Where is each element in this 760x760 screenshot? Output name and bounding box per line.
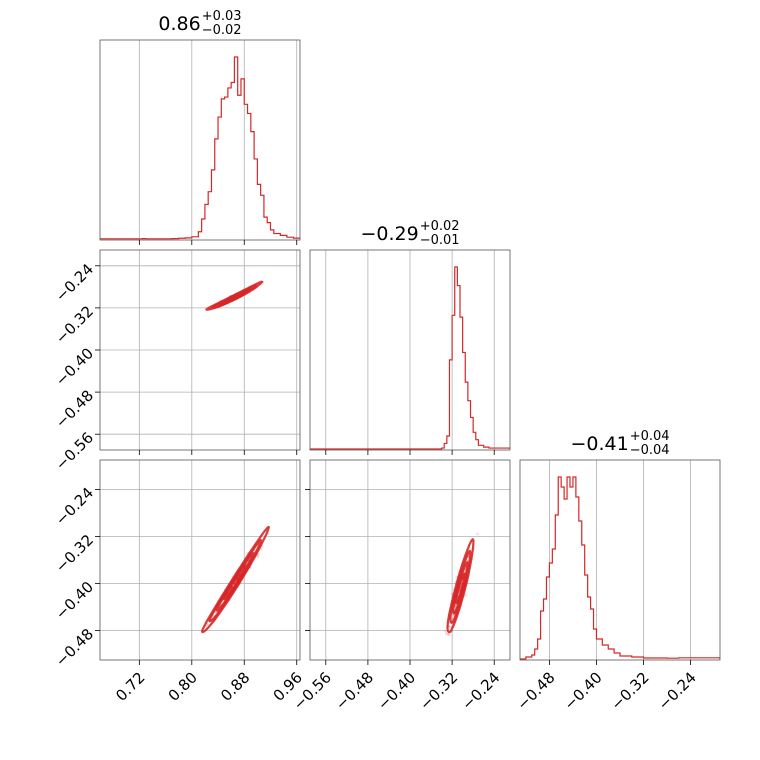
histogram-param-2 (520, 476, 720, 660)
title-minus-error: −0.02 (202, 23, 242, 38)
axes-frame (99, 459, 301, 661)
axes-frame (99, 39, 301, 241)
y-tick-label: −0.48 (52, 386, 97, 431)
scatter-point (256, 555, 260, 559)
y-tick-label: −0.40 (52, 344, 97, 389)
scatter-point (447, 632, 450, 636)
contour-level-4 (446, 537, 475, 634)
histogram-param-0 (100, 56, 300, 240)
x-tick-label: 0.80 (165, 668, 201, 704)
scatter-point (448, 626, 452, 629)
contour-level-1 (454, 572, 466, 605)
y-tick-label: −0.32 (52, 531, 97, 576)
title-plus-error: +0.03 (202, 9, 242, 24)
x-tick-label: −0.32 (607, 668, 652, 713)
title-minus-error: −0.01 (420, 233, 460, 248)
scatter-point (206, 622, 209, 626)
scatter-point (447, 633, 450, 637)
param-title-2: −0.41 +0.04−0.04 (570, 429, 669, 458)
scatter-point (205, 625, 208, 628)
contour-level-4 (200, 525, 271, 634)
x-tick-label: −0.48 (513, 668, 558, 713)
x-tick-label: 0.72 (112, 668, 148, 704)
y-tick-label: −0.40 (52, 578, 97, 623)
y-tick-label: −0.24 (52, 260, 97, 305)
contour-level-2 (452, 561, 469, 615)
title-value: −0.29 (360, 223, 418, 245)
x-tick-label: 0.88 (217, 668, 253, 704)
axes-frame (519, 459, 721, 661)
title-value: −0.41 (570, 433, 628, 455)
scatter-1-2 (444, 532, 479, 637)
scatter-point (476, 532, 479, 536)
scatter-0-1 (205, 280, 265, 311)
param-title-0: 0.86 +0.03−0.02 (158, 9, 241, 38)
contour-level-4 (205, 280, 264, 311)
histogram-param-1 (310, 266, 510, 450)
x-tick-label: −0.32 (416, 668, 461, 713)
param-title-1: −0.29 +0.02−0.01 (360, 219, 459, 248)
scatter-point (444, 632, 448, 635)
x-tick-label: −0.24 (655, 668, 700, 713)
scatter-point (464, 594, 467, 597)
title-minus-error: −0.04 (630, 443, 670, 458)
x-tick-label: −0.40 (374, 668, 419, 713)
contour-level-3 (449, 549, 472, 624)
y-tick-label: −0.56 (52, 429, 97, 474)
y-tick-label: −0.48 (52, 625, 97, 670)
title-plus-error: +0.02 (420, 219, 460, 234)
x-tick-label: −0.40 (560, 668, 605, 713)
x-tick-label: −0.24 (458, 668, 503, 713)
x-tick-label: −0.48 (332, 668, 377, 713)
title-value: 0.86 (158, 13, 200, 35)
scatter-point (444, 630, 447, 633)
scatter-0-2 (200, 525, 271, 634)
title-plus-error: +0.04 (630, 429, 670, 444)
y-tick-label: −0.32 (52, 302, 97, 347)
y-tick-label: −0.24 (52, 484, 97, 529)
